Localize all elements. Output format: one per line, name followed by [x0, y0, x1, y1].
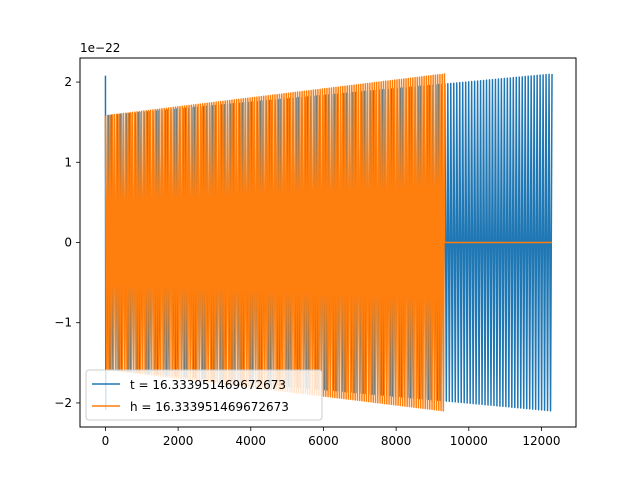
x-tick-label: 10000 — [450, 434, 488, 448]
x-tick-label: 4000 — [236, 434, 267, 448]
legend-entry-t: t = 16.333951469672673 — [130, 378, 286, 392]
y-axis: −2 −1 0 1 2 — [54, 75, 80, 410]
y-tick-label: 2 — [64, 75, 72, 89]
y-tick-label: −2 — [54, 396, 72, 410]
x-tick-label: 6000 — [308, 434, 339, 448]
legend-entry-h: h = 16.333951469672673 — [130, 400, 289, 414]
x-tick-label: 8000 — [381, 434, 412, 448]
y-offset-label: 1e−22 — [80, 41, 120, 55]
x-tick-label: 12000 — [522, 434, 560, 448]
legend: t = 16.333951469672673 h = 16.3339514696… — [85, 369, 323, 421]
x-tick-label: 2000 — [163, 434, 194, 448]
y-tick-label: 0 — [64, 236, 72, 250]
x-axis: 0 2000 4000 6000 8000 10000 12000 — [102, 427, 561, 448]
y-tick-label: −1 — [54, 316, 72, 330]
y-tick-label: 1 — [64, 155, 72, 169]
x-tick-label: 0 — [102, 434, 110, 448]
legend-box — [85, 369, 323, 421]
